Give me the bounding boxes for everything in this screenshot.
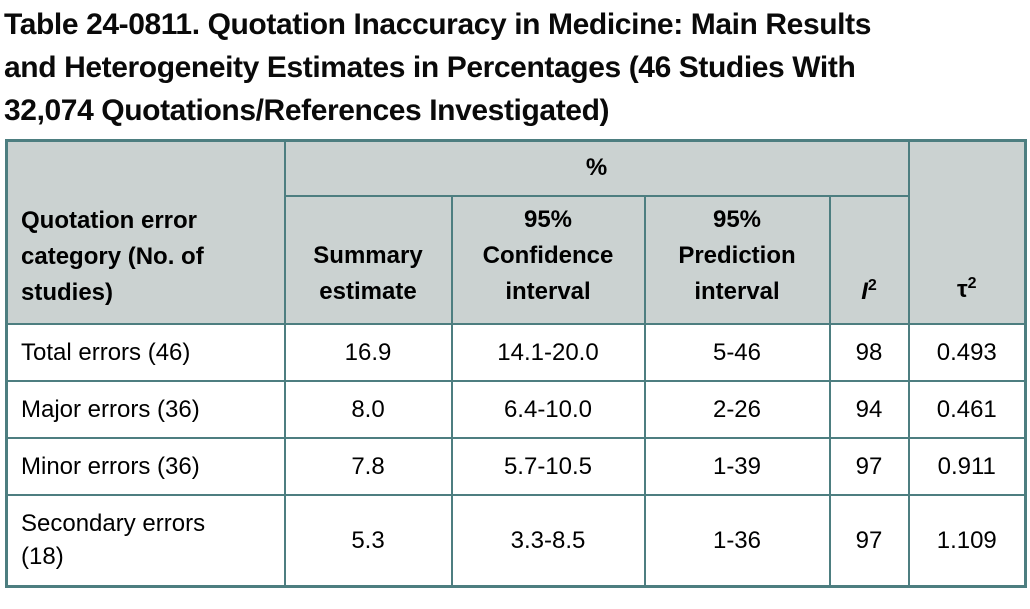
tau-symbol: τ — [956, 275, 968, 303]
table-row: Secondary errors (18) 5.3 3.3-8.5 1-36 9… — [5, 493, 1027, 588]
cell-prediction-interval: 1-36 — [643, 493, 831, 588]
cell-tau-squared: 0.461 — [907, 379, 1027, 439]
cell-i-squared: 94 — [828, 379, 910, 439]
cell-confidence-interval: 14.1-20.0 — [450, 322, 646, 382]
cell-confidence-interval: 3.3-8.5 — [450, 493, 646, 588]
header-i-squared: I2 — [828, 194, 910, 325]
table-caption: Table 24-0811. Quotation Inaccuracy in M… — [4, 8, 871, 127]
header-category: Quotation error category (No. of studies… — [5, 139, 286, 325]
results-table: Quotation error category (No. of studies… — [5, 139, 1027, 588]
header-sub-row: Summary estimate 95% Confidence interval… — [7, 194, 1026, 325]
cell-category: Major errors (36) — [5, 379, 286, 439]
cell-summary-estimate: 5.3 — [283, 493, 453, 588]
cell-prediction-interval: 1-39 — [643, 436, 831, 496]
cell-category: Total errors (46) — [5, 322, 286, 382]
cell-summary-estimate: 16.9 — [283, 322, 453, 382]
cell-category: Minor errors (36) — [5, 436, 286, 496]
table-header: Quotation error category (No. of studies… — [5, 139, 1027, 325]
table-row: Major errors (36) 8.0 6.4-10.0 2-26 94 0… — [5, 379, 1027, 439]
cell-summary-estimate: 8.0 — [283, 379, 453, 439]
table-row: Total errors (46) 16.9 14.1-20.0 5-46 98… — [5, 322, 1027, 382]
cell-prediction-interval: 5-46 — [643, 322, 831, 382]
header-summary-estimate: Summary estimate — [283, 194, 453, 325]
cell-tau-squared: 1.109 — [907, 493, 1027, 588]
cell-tau-squared: 0.911 — [907, 436, 1027, 496]
header-group-row: Quotation error category (No. of studies… — [5, 139, 1027, 325]
cell-i-squared: 97 — [828, 493, 910, 588]
cell-i-squared: 98 — [828, 322, 910, 382]
cell-confidence-interval: 6.4-10.0 — [450, 379, 646, 439]
table-body: Total errors (46) 16.9 14.1-20.0 5-46 98… — [5, 322, 1027, 588]
header-tau-squared: τ2 — [907, 139, 1027, 325]
cell-confidence-interval: 5.7-10.5 — [450, 436, 646, 496]
header-percent-group: % — [283, 139, 910, 197]
i-symbol: I — [861, 277, 868, 305]
header-prediction-interval: 95% Prediction interval — [643, 194, 831, 325]
cell-prediction-interval: 2-26 — [643, 379, 831, 439]
cell-summary-estimate: 7.8 — [283, 436, 453, 496]
i-superscript: 2 — [867, 276, 877, 294]
cell-category: Secondary errors (18) — [5, 493, 286, 588]
cell-i-squared: 97 — [828, 436, 910, 496]
tau-superscript: 2 — [967, 274, 977, 292]
cell-tau-squared: 0.493 — [907, 322, 1027, 382]
header-confidence-interval: 95% Confidence interval — [450, 194, 646, 325]
table-row: Minor errors (36) 7.8 5.7-10.5 1-39 97 0… — [5, 436, 1027, 496]
